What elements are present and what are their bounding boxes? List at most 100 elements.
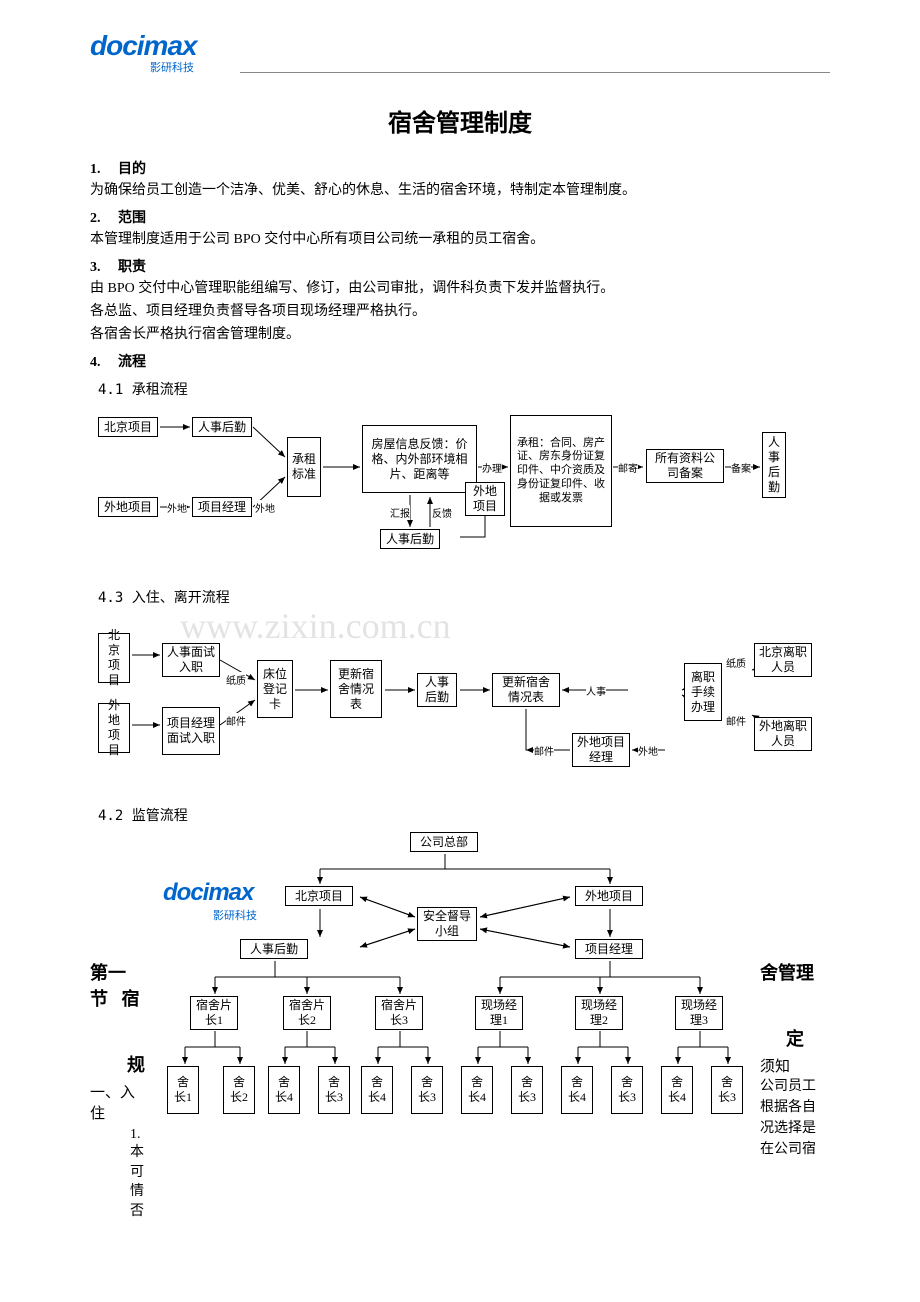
org-x2: 现场经理2 [575, 996, 623, 1030]
node2-rshq: 人事后勤 [417, 673, 457, 707]
node2-rs: 人事面试入职 [162, 643, 220, 677]
section-4-num: 4. [90, 355, 101, 370]
node-cz: 承租标准 [287, 437, 321, 497]
bottom-h1: 一、入住 [90, 1081, 145, 1123]
node2-wdlz: 外地离职人员 [754, 717, 812, 751]
org-aq: 安全督导小组 [417, 907, 477, 941]
bottom-t1: 宿 [122, 989, 140, 1009]
node2-pm: 项目经理面试入职 [162, 707, 220, 755]
lbl-yj: 邮寄 [618, 460, 638, 475]
section-1-label: 目的 [118, 162, 146, 177]
section-4-label: 流程 [118, 355, 146, 370]
org-s8: 舍长3 [511, 1066, 543, 1114]
section-4-head: 4. 流程 [90, 351, 830, 371]
section-2-label: 范围 [118, 211, 146, 226]
flow-4-2-canvas: docimax 影研科技 公司总部 北京项目 外地项目 安全督导小组 人事后勤 … [145, 829, 760, 1149]
flow-4-1-canvas: 北京项目 人事后勤 外地项目 项目经理 承租标准 房屋信息反馈：价格、内外部环境… [90, 407, 850, 567]
section-1-num: 1. [90, 162, 101, 177]
lbl-wd1: 外地 [167, 500, 187, 515]
org-hq: 公司总部 [410, 832, 478, 852]
org-p2: 宿舍片长2 [283, 996, 331, 1030]
section-3-body1: 由 BPO 交付中心管理职能组编写、修订，由公司审批，调件科负责下发并监督执行。 [90, 278, 830, 299]
node-pm: 项目经理 [192, 497, 252, 517]
section-3-label: 职责 [118, 260, 146, 275]
section-1-head: 1. 目的 [90, 158, 830, 178]
node2-gx2: 更新宿舍情况表 [492, 673, 560, 707]
lbl2-zz2: 纸质 [726, 655, 746, 670]
org-s10: 舍长3 [611, 1066, 643, 1114]
org-bj: 北京项目 [285, 886, 353, 906]
org-s2: 舍长2 [223, 1066, 255, 1114]
org-s12: 舍长3 [711, 1066, 743, 1114]
org-rs: 人事后勤 [240, 939, 308, 959]
flow-4-1-title: 4.1 承租流程 [98, 379, 830, 399]
bottom-r1: 规 [90, 1051, 145, 1077]
node-rs2: 人事后勤 [380, 529, 440, 549]
org-x3: 现场经理3 [675, 996, 723, 1030]
org-s6: 舍长3 [411, 1066, 443, 1114]
node-czht: 承租：合同、房产证、房东身份证复印件、中介资质及身份证复印件、收据或发票 [510, 415, 612, 527]
lbl-wd2: 外地 [255, 500, 275, 515]
lbl-bl: 办理 [482, 460, 502, 475]
bottom-section: 第一节 宿 [90, 959, 145, 1011]
node-bj: 北京项目 [98, 417, 158, 437]
lbl2-yj2: 邮件 [726, 713, 746, 728]
org-s9: 舍长4 [561, 1066, 593, 1114]
lbl2-yj1: 邮件 [226, 713, 246, 728]
node2-cw: 床位登记卡 [257, 660, 293, 718]
flow-4-2-title: 4.2 监管流程 [98, 805, 830, 825]
bottom-r2: 定 [760, 1025, 830, 1051]
header-logo: docimax 影研科技 [90, 30, 830, 75]
section-3-body2: 各总监、项目经理负责督导各项目现场经理严格执行。 [90, 301, 830, 322]
section-1-body: 为确保给员工创造一个洁净、优美、舒心的休息、生活的宿舍环境，特制定本管理制度。 [90, 180, 830, 201]
flow-4-3-lines [90, 615, 850, 785]
node-fw: 房屋信息反馈：价格、内外部环境相片、距离等 [362, 425, 477, 493]
bottom-n1: 1. [130, 1127, 141, 1142]
org-wd: 外地项目 [575, 886, 643, 906]
org-s3: 舍长4 [268, 1066, 300, 1114]
section-2-num: 2. [90, 211, 101, 226]
org-p1: 宿舍片长1 [190, 996, 238, 1030]
node-wd: 外地项目 [98, 497, 158, 517]
node2-gx: 更新宿舍情况表 [330, 660, 382, 718]
bottom-right-text: 公司员工 根据各自 况选择是 在公司宿 [760, 1076, 830, 1160]
lbl2-wd: 外地 [638, 743, 658, 758]
section-3-num: 3. [90, 260, 101, 275]
org-s7: 舍长4 [461, 1066, 493, 1114]
section-3-body3: 各宿舍长严格执行宿舍管理制度。 [90, 324, 830, 345]
org-s1: 舍长1 [167, 1066, 199, 1114]
section-2-head: 2. 范围 [90, 207, 830, 227]
inline-logo: docimax 影研科技 [163, 879, 257, 924]
lbl-hb: 汇报 [390, 505, 410, 520]
logo-text: docimax [90, 30, 830, 62]
node-ba: 所有资料公司备案 [646, 449, 724, 483]
lbl2-rs: 人事 [586, 683, 606, 698]
lbl2-zz1: 纸质 [226, 672, 246, 687]
bottom-list: 1. 本 可 情 否 [130, 1127, 145, 1221]
org-x1: 现场经理1 [475, 996, 523, 1030]
org-s4: 舍长3 [318, 1066, 350, 1114]
page-title: 宿舍管理制度 [90, 103, 830, 138]
org-s5: 舍长4 [361, 1066, 393, 1114]
org-pm: 项目经理 [575, 939, 643, 959]
flow-4-3-canvas: www.zixin.com.cn 北京项目 外地项目 人事面试入职 项目经理面试… [90, 615, 850, 785]
bottom-t2: 舍管理 [760, 959, 830, 985]
node-rshq: 人事后勤 [762, 432, 786, 498]
bottom-r1-text: 规 [127, 1055, 145, 1075]
node-wdxm: 外地项目 [465, 482, 505, 516]
node2-bjlz: 北京离职人员 [754, 643, 812, 677]
bottom-h2: 须知 [760, 1055, 830, 1076]
section-3-head: 3. 职责 [90, 256, 830, 276]
lbl2-yj3: 邮件 [534, 743, 554, 758]
node2-bj: 北京项目 [98, 633, 130, 683]
bottom-c1a: 本 可 情 否 [130, 1143, 170, 1221]
node-rs: 人事后勤 [192, 417, 252, 437]
org-s11: 舍长4 [661, 1066, 693, 1114]
flow-4-3-title: 4.3 入住、离开流程 [98, 587, 830, 607]
lbl-fk: 反馈 [432, 505, 452, 520]
org-p3: 宿舍片长3 [375, 996, 423, 1030]
logo-subtext: 影研科技 [150, 59, 830, 75]
node2-wdpm: 外地项目经理 [572, 733, 630, 767]
node2-wd: 外地项目 [98, 703, 130, 753]
node2-lz: 离职手续办理 [684, 663, 722, 721]
